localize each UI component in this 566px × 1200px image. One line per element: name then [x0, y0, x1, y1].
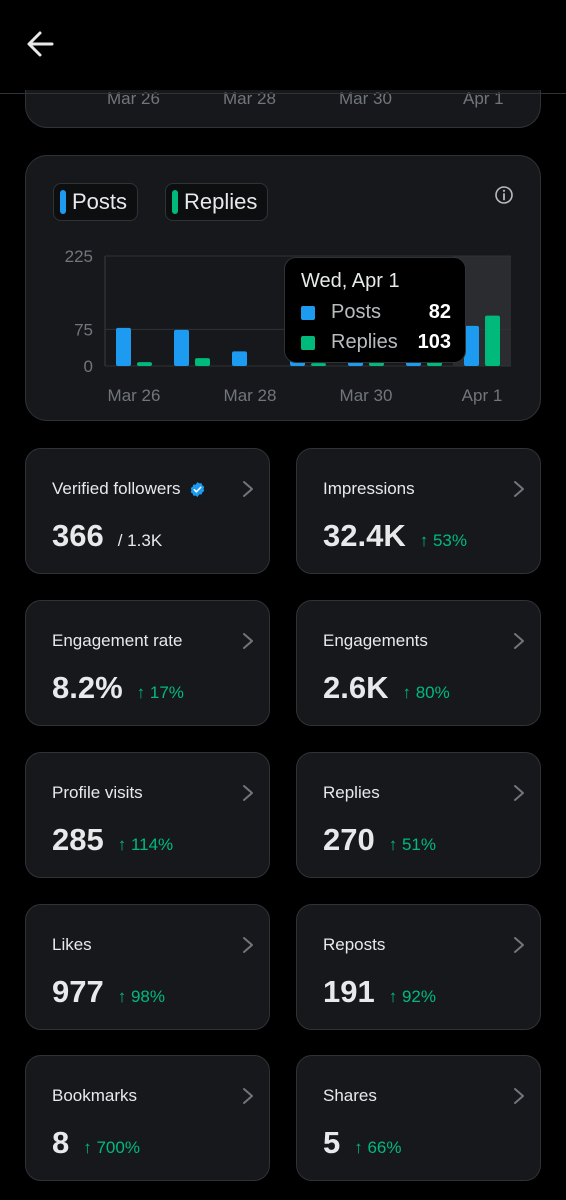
legend-chip-posts[interactable]: Posts — [53, 183, 139, 221]
stat-label: Verified followers — [52, 479, 181, 498]
bar-replies — [195, 358, 210, 366]
stat-label: Engagement rate — [52, 631, 183, 650]
arrow-left-icon — [27, 31, 54, 57]
stat-change: ↑ 17% — [136, 683, 184, 702]
x-tick-label: Mar 28 — [224, 386, 277, 405]
stat-value: 285 — [52, 822, 104, 857]
stat-value: 977 — [52, 974, 104, 1009]
tooltip-value: 82 — [428, 301, 451, 323]
legend-swatch-replies — [172, 190, 178, 214]
stat-value: 8.2% — [52, 670, 123, 705]
legend-swatch-posts — [60, 190, 66, 214]
stat-card-bookmarks[interactable]: Bookmarks 8 ↑ 700% — [25, 1055, 270, 1181]
x-tick-label: Mar 26 — [108, 386, 161, 405]
stat-label: Bookmarks — [52, 1086, 138, 1105]
bar-posts — [116, 327, 131, 366]
stat-card-reposts[interactable]: Reposts 191 ↑ 92% — [296, 904, 541, 1030]
chevron-right-icon — [514, 785, 524, 801]
chevron-right-icon — [243, 937, 253, 953]
stat-label: Impressions — [323, 479, 415, 498]
stat-change: ↑ 98% — [117, 987, 165, 1006]
chart-tooltip: Wed, Apr 1 Posts 82 Replies 103 — [284, 257, 466, 363]
stat-value: 366 — [52, 518, 104, 553]
x-tick-label: Apr 1 — [462, 386, 503, 405]
chevron-right-icon — [243, 785, 253, 801]
top-bar — [0, 0, 566, 90]
back-button[interactable] — [22, 26, 62, 62]
tooltip-row-posts: Posts 82 — [301, 300, 451, 326]
chevron-right-icon — [243, 633, 253, 649]
stat-label: Likes — [52, 935, 92, 954]
stat-label-row: Verified followers — [52, 479, 206, 499]
stat-value: 191 — [323, 974, 375, 1009]
stat-change: ↑ 51% — [388, 835, 436, 854]
bar-posts — [232, 351, 247, 366]
x-tick-label: Mar 30 — [339, 89, 392, 108]
stat-card-shares[interactable]: Shares 5 ↑ 66% — [296, 1055, 541, 1181]
stat-value: 270 — [323, 822, 375, 857]
top-bar-divider — [0, 93, 566, 94]
stat-change: ↑ 114% — [117, 835, 174, 854]
tooltip-label: Replies — [331, 331, 398, 353]
stat-value: 8 — [52, 1125, 70, 1160]
bar-replies — [137, 362, 152, 366]
stat-card-likes[interactable]: Likes 977 ↑ 98% — [25, 904, 270, 1030]
tooltip-swatch — [301, 336, 315, 350]
tooltip-value: 103 — [417, 331, 451, 353]
stat-change: ↑ 80% — [402, 683, 450, 702]
chevron-right-icon — [514, 481, 524, 497]
y-tick-label: 75 — [74, 320, 93, 339]
bar-replies — [311, 363, 326, 366]
stat-change: ↑ 53% — [419, 531, 467, 550]
posts-replies-chart-card: Posts Replies 0 75 225 Mar 26 Mar 28 Mar 30 Ap… — [25, 155, 541, 421]
y-tick-label: 225 — [65, 247, 93, 266]
stat-label: Shares — [323, 1086, 377, 1105]
chevron-right-icon — [243, 481, 253, 497]
chevron-right-icon — [243, 1088, 253, 1104]
stat-card-engagements[interactable]: Engagements 2.6K ↑ 80% — [296, 600, 541, 726]
stat-label: Reposts — [323, 935, 386, 954]
bar-posts — [174, 329, 189, 366]
legend-chip-replies[interactable]: Replies — [165, 183, 269, 221]
x-tick-label: Mar 28 — [223, 89, 276, 108]
stat-change: ↑ 700% — [83, 1138, 140, 1157]
x-tick-label: Mar 26 — [107, 89, 160, 108]
stat-card-profile-visits[interactable]: Profile visits 285 ↑ 114% — [25, 752, 270, 878]
stat-value-row: 366 / 1.3K — [52, 518, 162, 554]
chevron-right-icon — [514, 633, 524, 649]
tooltip-label: Posts — [331, 301, 382, 323]
stat-value: 2.6K — [323, 670, 389, 705]
y-tick-label: 0 — [84, 357, 93, 376]
stat-card-verified-followers[interactable]: Verified followers 366 / 1.3K — [25, 448, 270, 574]
stat-card-replies[interactable]: Replies 270 ↑ 51% — [296, 752, 541, 878]
legend-label: Replies — [184, 189, 258, 214]
stat-subvalue: / 1.3K — [117, 531, 163, 550]
x-tick-label: Apr 1 — [463, 89, 504, 108]
verified-badge-icon — [190, 481, 204, 497]
chevron-right-icon — [514, 1088, 524, 1104]
tooltip-row-replies: Replies 103 — [301, 330, 451, 356]
tooltip-title: Wed, Apr 1 — [301, 270, 400, 292]
chevron-right-icon — [514, 937, 524, 953]
stat-label: Profile visits — [52, 783, 143, 802]
legend-label: Posts — [72, 189, 128, 214]
bar-replies — [369, 362, 384, 366]
bar-posts — [464, 325, 479, 366]
bar-replies — [485, 315, 500, 366]
tooltip-swatch — [301, 306, 315, 320]
stat-value: 5 — [323, 1125, 341, 1160]
stat-card-impressions[interactable]: Impressions 32.4K ↑ 53% — [296, 448, 541, 574]
stat-change: ↑ 66% — [354, 1138, 402, 1157]
stat-change: ↑ 92% — [388, 987, 436, 1006]
stat-card-engagement-rate[interactable]: Engagement rate 8.2% ↑ 17% — [25, 600, 270, 726]
stat-label: Replies — [323, 783, 380, 802]
stat-label: Engagements — [323, 631, 428, 650]
x-tick-label: Mar 30 — [340, 386, 393, 405]
stat-value: 32.4K — [323, 518, 406, 553]
info-circle-icon[interactable] — [494, 185, 514, 205]
